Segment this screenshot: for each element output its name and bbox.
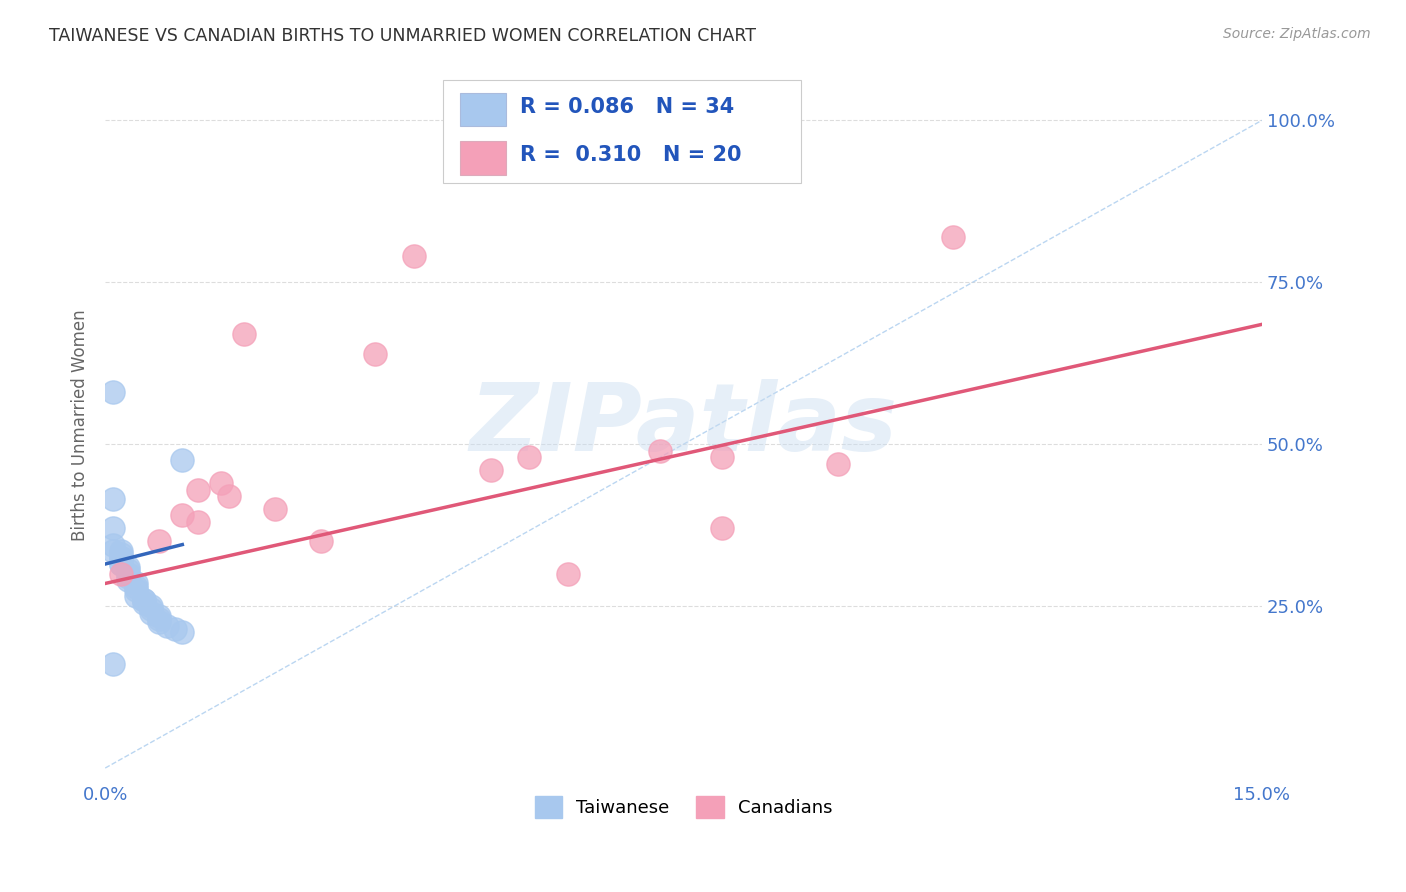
Point bbox=[163, 622, 186, 636]
Text: TAIWANESE VS CANADIAN BIRTHS TO UNMARRIED WOMEN CORRELATION CHART: TAIWANESE VS CANADIAN BIRTHS TO UNMARRIE… bbox=[49, 27, 756, 45]
Point bbox=[101, 544, 124, 558]
Point bbox=[172, 453, 194, 467]
Point bbox=[309, 534, 332, 549]
Point bbox=[402, 249, 425, 263]
Point bbox=[117, 564, 139, 578]
Point bbox=[132, 592, 155, 607]
Point bbox=[101, 492, 124, 507]
Point bbox=[172, 508, 194, 523]
Point bbox=[101, 538, 124, 552]
Point bbox=[141, 602, 163, 616]
Y-axis label: Births to Unmarried Women: Births to Unmarried Women bbox=[72, 309, 89, 541]
Point bbox=[517, 450, 540, 464]
Point bbox=[117, 573, 139, 587]
Point bbox=[187, 515, 209, 529]
Point bbox=[148, 534, 170, 549]
Point bbox=[125, 590, 148, 604]
Point bbox=[148, 612, 170, 626]
Point bbox=[557, 566, 579, 581]
Point bbox=[125, 576, 148, 591]
Point bbox=[117, 570, 139, 584]
Text: Source: ZipAtlas.com: Source: ZipAtlas.com bbox=[1223, 27, 1371, 41]
Point bbox=[827, 457, 849, 471]
Point bbox=[364, 346, 387, 360]
Point bbox=[148, 615, 170, 630]
Point bbox=[209, 476, 232, 491]
Point bbox=[187, 483, 209, 497]
Point bbox=[110, 550, 132, 565]
Point bbox=[110, 557, 132, 571]
Point bbox=[172, 625, 194, 640]
Point bbox=[233, 327, 256, 342]
Point bbox=[125, 582, 148, 597]
Point bbox=[110, 550, 132, 565]
Point bbox=[110, 566, 132, 581]
Point bbox=[110, 544, 132, 558]
Point bbox=[156, 618, 179, 632]
Point bbox=[101, 657, 124, 672]
Point bbox=[132, 596, 155, 610]
Point bbox=[117, 566, 139, 581]
Point bbox=[110, 547, 132, 561]
Point bbox=[263, 502, 285, 516]
Point bbox=[141, 599, 163, 614]
Point bbox=[117, 560, 139, 574]
Text: ZIPatlas: ZIPatlas bbox=[470, 379, 897, 471]
Point bbox=[218, 489, 240, 503]
Text: R = 0.086   N = 34: R = 0.086 N = 34 bbox=[520, 97, 734, 117]
Legend: Taiwanese, Canadians: Taiwanese, Canadians bbox=[527, 789, 839, 825]
Point bbox=[711, 450, 734, 464]
Text: R =  0.310   N = 20: R = 0.310 N = 20 bbox=[520, 145, 742, 165]
Point bbox=[101, 385, 124, 400]
Point bbox=[711, 521, 734, 535]
Point bbox=[942, 230, 965, 244]
Point bbox=[101, 521, 124, 535]
Point bbox=[479, 463, 502, 477]
Point bbox=[110, 557, 132, 571]
Point bbox=[132, 592, 155, 607]
Point bbox=[141, 606, 163, 620]
Point bbox=[125, 580, 148, 594]
Point bbox=[650, 443, 672, 458]
Point bbox=[148, 608, 170, 623]
